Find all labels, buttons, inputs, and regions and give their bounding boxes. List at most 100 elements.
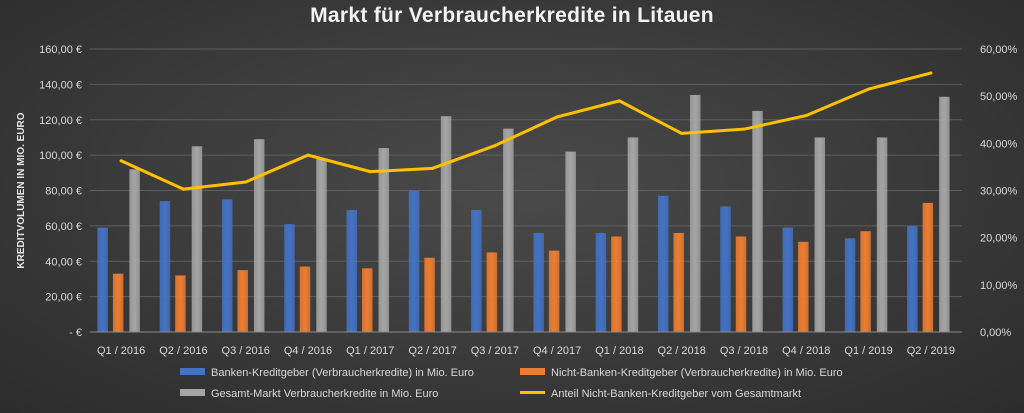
line-layer [119,71,933,191]
bar-1 [533,232,544,332]
legend-label: Anteil Nicht-Banken-Kreditgeber vom Gesa… [551,388,801,400]
x-tick-label: Q3 / 2016 [222,345,270,357]
bar-1 [97,227,108,332]
bar-1 [907,225,918,332]
bar-1 [782,227,794,332]
x-tick-label: Q1 / 2018 [595,345,643,357]
share-line-point [431,166,435,170]
share-line-point [929,71,933,75]
bar-1 [657,195,669,332]
x-tick-label: Q2 / 2016 [159,345,207,357]
bar-2 [548,250,560,332]
share-line-point [867,87,871,91]
chart-title: Markt für Verbraucherkredite in Litauen [310,4,714,27]
legend-label: Nicht-Banken-Kreditgeber (Verbraucherkre… [551,367,843,379]
x-tick-label: Q1 / 2016 [97,345,145,357]
y-tick-label: - € [69,327,82,339]
bar-3 [627,137,639,332]
x-tick-label: Q2 / 2018 [658,345,706,357]
y-tick-label: 60,00 € [45,221,82,233]
bar-1 [720,206,731,332]
x-tick-label: Q3 / 2017 [471,345,519,357]
x-tick-label: Q4 / 2016 [284,345,332,357]
share-line-point [181,187,185,191]
bar-1 [844,238,856,332]
bar-2 [486,252,498,332]
y-tick-label: 20,00 € [45,292,82,304]
bar-1 [159,201,171,332]
x-tick-label: Q1 / 2017 [346,345,394,357]
x-tick-label: Q2 / 2019 [907,345,955,357]
bar-1 [471,209,482,332]
y-tick-label: 140,00 € [39,79,82,91]
bar-3 [752,110,763,332]
y-tick-label: 80,00 € [45,186,82,198]
y-tick-label: 120,00 € [39,115,82,127]
y2-tick-label: 60,00% [980,44,1018,56]
bar-3 [129,169,140,332]
y2-tick-label: 40,00% [980,138,1018,150]
legend-swatch [180,389,205,396]
bar-3 [939,96,950,332]
legend-label: Gesamt-Markt Verbraucherkredite in Mio. … [211,388,438,400]
x-tick-label: Q2 / 2017 [408,345,456,357]
x-tick-label: Q4 / 2017 [533,345,581,357]
y2-tick-label: 30,00% [980,186,1018,198]
y2-tick-label: 20,00% [980,233,1018,245]
bar-2 [112,273,124,332]
share-line-point [617,99,621,103]
bar-2 [798,241,809,332]
share-line-point [680,131,684,135]
share-line-point [555,115,559,119]
share-line-point [804,114,808,118]
legend-layer: Banken-Kreditgeber (Verbraucherkredite) … [180,367,843,400]
legend-label: Banken-Kreditgeber (Verbraucherkredite) … [211,367,474,379]
bar-2 [424,257,435,332]
x-tick-label: Q3 / 2018 [720,345,768,357]
bar-2 [860,231,871,332]
bar-2 [673,232,684,332]
bar-2 [922,202,934,332]
bar-2 [362,268,373,332]
share-line-point [119,159,123,163]
y-tick-label: 40,00 € [45,256,82,268]
share-line-point [244,180,248,184]
grid-layer [90,48,962,333]
bar-3 [503,128,514,332]
y-tick-label: 100,00 € [39,150,82,162]
legend-swatch [180,368,205,375]
axis-layer: - € 20,00 € 40,00 € 60,00 € 80,00 € 100,00 € 1… [16,44,1018,357]
bar-2 [611,236,622,332]
bar-3 [316,158,327,332]
bar-2 [299,266,311,332]
y2-tick-label: 0,00% [980,327,1011,339]
bar-1 [346,209,358,332]
bar-3 [378,148,390,332]
bar-2 [175,275,186,332]
bar-3 [253,139,265,332]
share-line [119,71,933,191]
y2-tick-label: 10,00% [980,280,1018,292]
share-line-point [368,170,372,174]
share-line-point [306,153,310,157]
x-tick-label: Q4 / 2018 [782,345,830,357]
legend-swatch [520,368,545,375]
x-tick-label: Q1 / 2019 [844,345,892,357]
bar-3 [689,94,701,332]
bar-3 [191,146,203,332]
bar-1 [221,199,233,332]
bar-layer [97,94,950,333]
bar-3 [440,116,452,333]
bar-2 [237,270,248,332]
share-line-point [493,144,497,148]
bar-1 [595,232,607,332]
y-axis-label: KREDITVOLUMEN IN MIO. EURO [16,112,27,268]
bar-1 [408,190,420,332]
bar-3 [814,137,826,332]
bar-1 [284,224,295,332]
bar-3 [876,137,888,332]
y2-tick-label: 50,00% [980,91,1018,103]
share-line-point [742,127,746,131]
